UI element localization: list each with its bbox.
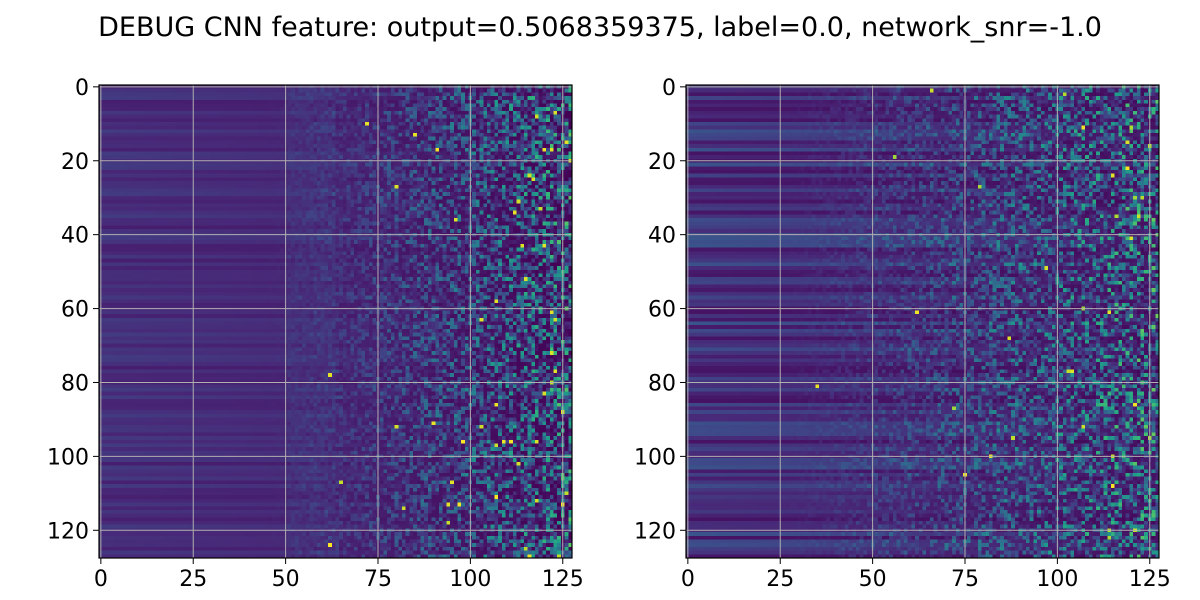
y-tick-label: 40 <box>61 224 89 249</box>
x-tick-label: 25 <box>179 567 207 592</box>
figure-title: DEBUG CNN feature: output=0.5068359375, … <box>98 12 1102 43</box>
heatmap-panel-2: 0 25 50 75 100 125 0 20 40 60 80 100 120 <box>634 76 1171 592</box>
y-tick-label: 60 <box>648 298 676 323</box>
x-tick-label: 25 <box>766 567 794 592</box>
axes-frame <box>98 84 573 559</box>
x-tick-label: 125 <box>1129 567 1171 592</box>
x-tick-label: 75 <box>951 567 979 592</box>
y-tick-label: 0 <box>75 76 89 101</box>
x-tick-label: 100 <box>449 567 491 592</box>
heatmap-panel-1: 0 25 50 75 100 125 0 20 40 60 80 100 120 <box>47 76 584 592</box>
x-tick-label: 75 <box>364 567 392 592</box>
y-tick-label: 100 <box>634 445 676 470</box>
y-tick-label: 0 <box>662 76 676 101</box>
x-tick-label: 0 <box>94 567 108 592</box>
heatmap-image <box>686 85 1159 558</box>
x-tick-label: 0 <box>681 567 695 592</box>
y-tick-label: 100 <box>47 445 89 470</box>
y-tick-label: 120 <box>634 519 676 544</box>
axes-frame <box>685 84 1160 559</box>
y-tick-label: 60 <box>61 298 89 323</box>
x-tick-label: 100 <box>1036 567 1078 592</box>
y-tick-label: 20 <box>648 150 676 175</box>
heatmap-image <box>99 85 572 558</box>
y-tick-label: 80 <box>61 371 89 396</box>
x-tick-label: 50 <box>272 567 300 592</box>
y-tick-label: 40 <box>648 224 676 249</box>
x-tick-label: 125 <box>542 567 584 592</box>
y-tick-label: 20 <box>61 150 89 175</box>
y-tick-label: 80 <box>648 371 676 396</box>
y-tick-label: 120 <box>47 519 89 544</box>
x-tick-label: 50 <box>859 567 887 592</box>
